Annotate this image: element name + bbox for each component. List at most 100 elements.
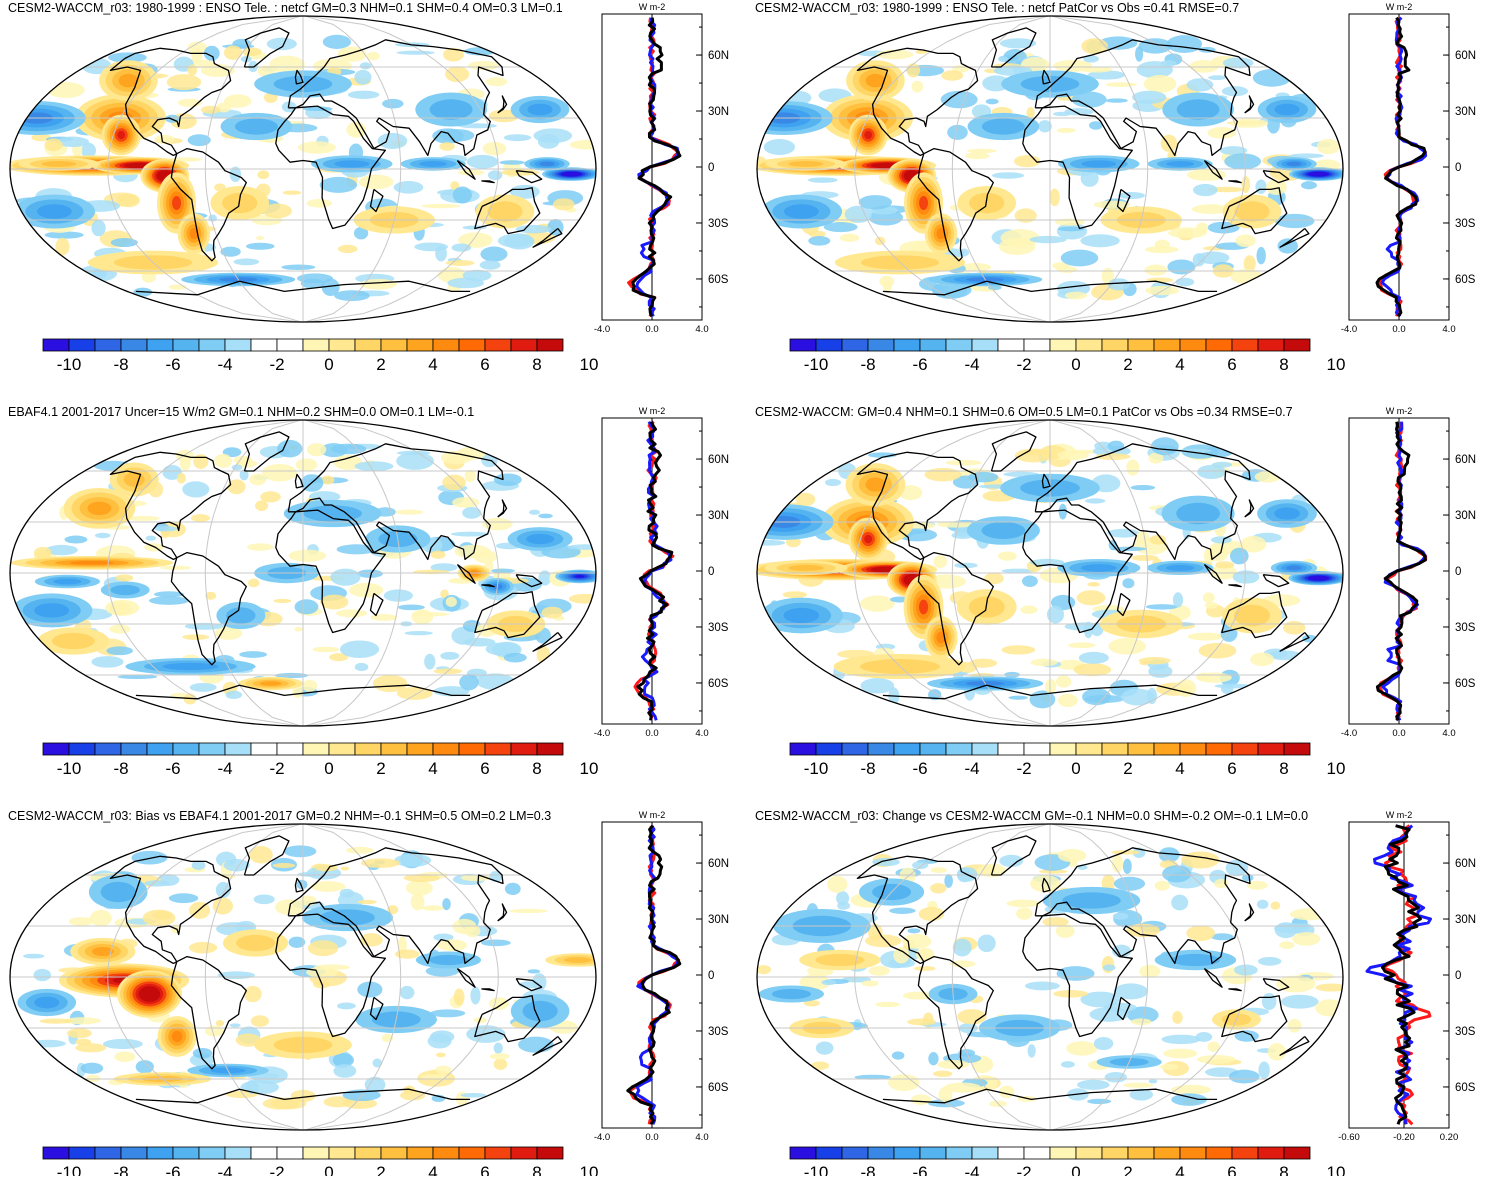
- colorbar-swatch: [867, 1146, 895, 1160]
- x-tick-label: -4.0: [594, 1132, 610, 1143]
- colorbar-swatch: [945, 1146, 973, 1160]
- colorbar-swatch: [841, 1146, 869, 1160]
- map-border: [9, 823, 597, 1131]
- colorbar-swatch: [198, 338, 226, 352]
- x-tick-label: 0.0: [645, 1132, 658, 1143]
- colorbar-swatch: [146, 338, 174, 352]
- colorbar-swatch: [1283, 338, 1311, 352]
- colorbar-swatch: [510, 338, 538, 352]
- colorbar-label: -6: [912, 355, 927, 374]
- colorbar-label: -6: [165, 759, 180, 778]
- colorbar-label: -2: [269, 759, 284, 778]
- colorbar-label: -8: [113, 759, 128, 778]
- colorbar-swatch: [510, 1146, 538, 1160]
- zonal-mean-plot: W m-2 60N 30N 0 30S 60S -0.60 -0.20 0.20: [1338, 810, 1476, 1143]
- colorbar-swatch: [458, 742, 486, 756]
- colorbar-label: -8: [113, 1163, 128, 1176]
- map-field: [10, 824, 596, 1130]
- panel-title: CESM2-WACCM_r03: Bias vs EBAF4.1 2001-20…: [8, 809, 551, 823]
- lat-tick-label: 60N: [708, 858, 729, 870]
- colorbar-swatch: [302, 338, 330, 352]
- zonal-mean-plot: W m-2 60N 30N 0 30S 60S -4.0 0.0 4.0: [1341, 406, 1476, 739]
- colorbar-label: 10: [580, 1163, 599, 1176]
- colorbar-swatch: [919, 1146, 947, 1160]
- colorbar-swatch: [120, 1146, 148, 1160]
- colorbar-swatch: [997, 742, 1025, 756]
- lat-tick-label: 30S: [1455, 622, 1476, 634]
- colorbar: -10 -8 -6 -4 -2 0 2 4 6 8 10: [42, 338, 598, 374]
- colorbar-swatch: [1179, 742, 1207, 756]
- map-field: [757, 824, 1343, 1130]
- colorbar-label: -6: [165, 355, 180, 374]
- map-border: [9, 15, 597, 323]
- colorbar-label: 2: [1123, 759, 1132, 778]
- map-field: [757, 420, 1343, 726]
- colorbar-label: -6: [912, 1163, 927, 1176]
- lat-tick-label: 60S: [1455, 1082, 1476, 1094]
- lat-tick-label: 30N: [1455, 106, 1476, 118]
- colorbar-swatch: [1101, 742, 1129, 756]
- lat-tick-label: 30N: [1455, 914, 1476, 926]
- colorbar-swatch: [1127, 1146, 1155, 1160]
- colorbar-swatch: [536, 338, 564, 352]
- colorbar-swatch: [1075, 338, 1103, 352]
- lat-tick-label: 30S: [1455, 218, 1476, 230]
- colorbar-label: -10: [804, 1163, 829, 1176]
- colorbar-swatch: [250, 338, 278, 352]
- colorbar-label: 6: [1227, 355, 1236, 374]
- colorbar-swatch: [1179, 1146, 1207, 1160]
- colorbar-label: 4: [1175, 1163, 1184, 1176]
- colorbar-swatch: [302, 742, 330, 756]
- colorbar-swatch: [406, 338, 434, 352]
- colorbar-swatch: [432, 1146, 460, 1160]
- colorbar-label: -8: [113, 355, 128, 374]
- colorbar-swatch: [224, 338, 252, 352]
- colorbar-label: 6: [480, 355, 489, 374]
- colorbar-swatch: [945, 338, 973, 352]
- colorbar-label: 10: [580, 759, 599, 778]
- map-border: [756, 15, 1344, 323]
- colorbar-swatch: [997, 1146, 1025, 1160]
- map-panel: CESM2-WACCM_r03: Change vs CESM2-WACCM G…: [755, 809, 1476, 1181]
- colorbar-label: 0: [1071, 355, 1080, 374]
- lat-tick-label: 0: [1455, 970, 1461, 982]
- zonal-mean-plot: W m-2 60N 30N 0 30S 60S -4.0 0.0 4.0: [594, 810, 729, 1143]
- colorbar-label: 2: [1123, 1163, 1132, 1176]
- zonal-mean-line: [1375, 16, 1427, 318]
- colorbar-swatch: [224, 1146, 252, 1160]
- colorbar-swatch: [1049, 338, 1077, 352]
- colorbar-swatch: [1205, 338, 1233, 352]
- lat-tick-label: 60N: [1455, 858, 1476, 870]
- zonal-mean-line: [626, 824, 682, 1126]
- colorbar-swatch: [919, 338, 947, 352]
- x-tick-label: 4.0: [695, 324, 708, 335]
- colorbar-swatch: [510, 742, 538, 756]
- panel-title: CESM2-WACCM: GM=0.4 NHM=0.1 SHM=0.6 OM=0…: [755, 405, 1293, 419]
- colorbar-label: 8: [532, 759, 541, 778]
- colorbar-label: 0: [324, 355, 333, 374]
- colorbar-swatch: [146, 742, 174, 756]
- colorbar-label: 4: [428, 759, 437, 778]
- lat-tick-label: 30N: [708, 510, 729, 522]
- colorbar-label: -4: [964, 759, 979, 778]
- colorbar-swatch: [484, 742, 512, 756]
- colorbar-label: -6: [912, 759, 927, 778]
- colorbar-label: 6: [1227, 759, 1236, 778]
- colorbar-label: 6: [480, 759, 489, 778]
- colorbar-swatch: [354, 338, 382, 352]
- unit-label: W m-2: [639, 2, 666, 12]
- lat-tick-label: 60S: [1455, 678, 1476, 690]
- colorbar-swatch: [1023, 742, 1051, 756]
- map-panel: EBAF4.1 2001-2017 Uncer=15 W/m2 GM=0.1 N…: [8, 405, 729, 778]
- colorbar-swatch: [42, 742, 70, 756]
- colorbar-swatch: [1023, 1146, 1051, 1160]
- colorbar-label: 8: [532, 1163, 541, 1176]
- lat-tick-label: 30S: [708, 622, 729, 634]
- colorbar-label: 4: [428, 355, 437, 374]
- colorbar-swatch: [354, 1146, 382, 1160]
- map-border: [9, 419, 597, 727]
- colorbar-swatch: [841, 742, 869, 756]
- map-panel: CESM2-WACCM_r03: 1980-1999 : ENSO Tele. …: [755, 1, 1476, 374]
- colorbar: -10 -8 -6 -4 -2 0 2 4 6 8 10: [789, 1146, 1345, 1181]
- lat-tick-label: 0: [1455, 566, 1461, 578]
